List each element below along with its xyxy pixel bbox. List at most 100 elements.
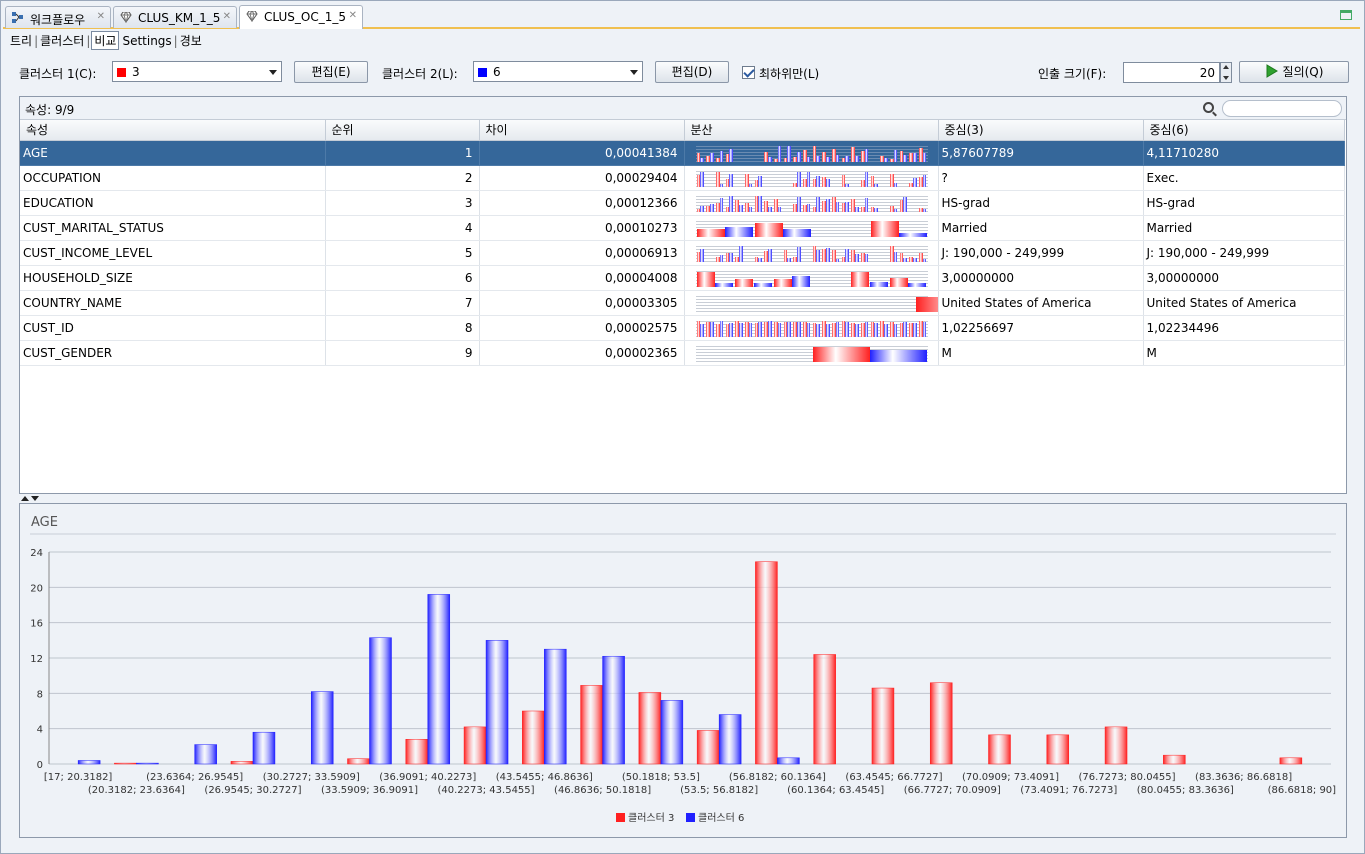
sparkline-bar	[715, 323, 720, 337]
x-tick-label: (80.0455; 83.3636]	[1137, 785, 1234, 796]
table-row[interactable]: AGE 1 0,00041384 5,87607789 4,11710280	[20, 140, 1345, 166]
tab-clus-oc[interactable]: CLUS_OC_1_5 ✕	[239, 5, 363, 29]
bar-cluster3[interactable]	[230, 761, 254, 765]
bar-cluster3[interactable]	[638, 692, 662, 765]
edit2-button[interactable]: 편집(D)	[655, 61, 729, 83]
bar-cluster6[interactable]	[544, 648, 567, 765]
sparkline-bar	[768, 248, 772, 262]
subtab-alert[interactable]: 경보	[179, 34, 202, 48]
bar-cluster3[interactable]	[1279, 757, 1303, 765]
tab-workflow[interactable]: 워크플로우 ✕	[5, 6, 111, 28]
sparkline-bar	[753, 282, 772, 287]
sparkline-bar	[725, 153, 730, 162]
sparkline-bar	[802, 178, 807, 187]
sparkline-bar	[744, 173, 749, 187]
sparkline-bar	[777, 322, 782, 337]
search-icon	[1203, 102, 1214, 113]
sparkline-bar	[797, 246, 801, 262]
distribution-sparkline-cell	[684, 290, 939, 316]
bar-cluster6[interactable]	[136, 762, 159, 765]
bar-cluster6[interactable]	[194, 744, 217, 765]
sparkline-bar	[793, 203, 797, 212]
bar-cluster3[interactable]	[755, 561, 778, 765]
bar-cluster3[interactable]	[522, 710, 545, 765]
column-header[interactable]: 차이	[479, 120, 685, 141]
cluster1-select[interactable]: 3	[112, 61, 282, 82]
bar-cluster3[interactable]	[1104, 726, 1128, 765]
column-header[interactable]: 순위	[325, 120, 480, 141]
subtab-compare[interactable]: 비교	[91, 31, 120, 50]
sparkline-bar	[816, 323, 821, 337]
distribution-sparkline	[695, 318, 928, 338]
cluster2-select[interactable]: 6	[473, 61, 643, 82]
diamond-model-icon	[120, 12, 132, 23]
table-row[interactable]: EDUCATION 3 0,00012366 HS-grad HS-grad	[20, 190, 1345, 216]
edit1-button[interactable]: 편집(E)	[294, 61, 368, 83]
x-tick-label: (60.1364; 63.4545]	[787, 785, 884, 796]
sparkline-bar	[710, 321, 714, 337]
fetch-size-stepper[interactable]	[1220, 62, 1232, 83]
table-row[interactable]: CUST_INCOME_LEVEL 5 0,00006913 J: 190,000 -…	[20, 240, 1345, 266]
tab-label: CLUS_OC_1_5	[264, 10, 346, 24]
bar-cluster6[interactable]	[77, 760, 101, 765]
bar-cluster3[interactable]	[405, 739, 429, 765]
sparkline-bar	[715, 157, 720, 162]
sparkline-bar	[826, 247, 830, 262]
table-row[interactable]: COUNTRY_NAME 7 0,00003305 United States of …	[20, 290, 1345, 316]
column-header[interactable]: 속성	[20, 120, 326, 141]
collapse-up-icon[interactable]	[21, 496, 29, 501]
sparkline-bar	[710, 152, 714, 162]
bar-cluster6[interactable]	[427, 594, 451, 765]
table-row[interactable]: CUST_MARITAL_STATUS 4 0,00010273 Married Mar…	[20, 215, 1345, 241]
centroid-6-cell: Exec.	[1143, 165, 1345, 191]
table-row[interactable]: CUST_GENDER 9 0,00002365 M M	[20, 340, 1345, 366]
query-button[interactable]: 질의(Q)	[1239, 61, 1349, 83]
bar-cluster3[interactable]	[580, 685, 603, 765]
distribution-sparkline-cell	[684, 215, 939, 241]
panel-splitter[interactable]	[19, 496, 1347, 502]
sparkline-bar	[851, 198, 855, 212]
subtab-tree[interactable]: 트리	[10, 34, 33, 48]
bar-cluster3[interactable]	[696, 730, 720, 765]
bar-cluster3[interactable]	[988, 734, 1011, 765]
bar-cluster3[interactable]	[871, 687, 895, 765]
table-row[interactable]: CUST_ID 8 0,00002575 1,02256697 1,02234496	[20, 315, 1345, 341]
close-icon[interactable]: ✕	[96, 11, 105, 22]
filter-input[interactable]	[1203, 100, 1342, 117]
bar-cluster3[interactable]	[813, 654, 836, 765]
bar-cluster3[interactable]	[347, 758, 370, 765]
bar-cluster6[interactable]	[369, 637, 392, 765]
table-row[interactable]: OCCUPATION 2 0,00029404? Exec.	[20, 165, 1345, 191]
bar-cluster6[interactable]	[602, 655, 625, 765]
topmost-only-checkbox[interactable]	[742, 66, 755, 79]
close-icon[interactable]: ✕	[222, 11, 231, 22]
subtab-cluster[interactable]: 클러스터	[40, 34, 85, 48]
column-header[interactable]: 중심(6)	[1143, 120, 1345, 141]
bar-cluster3[interactable]	[463, 726, 487, 765]
sparkline-bar	[715, 171, 720, 187]
subtab-settings[interactable]: Settings	[122, 34, 172, 48]
column-header[interactable]: 중심(3)	[938, 120, 1144, 141]
bar-cluster6[interactable]	[777, 757, 800, 765]
tab-clus-km[interactable]: CLUS_KM_1_5 ✕	[113, 6, 237, 28]
collapse-down-icon[interactable]	[31, 496, 39, 501]
bar-cluster6[interactable]	[485, 640, 509, 765]
column-header[interactable]: 분산	[684, 120, 939, 141]
bar-cluster6[interactable]	[310, 691, 334, 765]
bar-cluster6[interactable]	[252, 731, 276, 765]
rank-cell: 4	[325, 215, 480, 241]
sparkline-bar	[787, 145, 792, 162]
distribution-sparkline-cell	[684, 265, 939, 291]
bar-cluster6[interactable]	[660, 700, 684, 765]
bar-cluster3[interactable]	[114, 762, 137, 765]
bar-cluster6[interactable]	[718, 714, 742, 765]
bar-cluster3[interactable]	[929, 682, 953, 765]
fetch-size-input[interactable]: 20	[1123, 62, 1220, 83]
bar-cluster3[interactable]	[1163, 754, 1186, 765]
bar-cluster3[interactable]	[1046, 734, 1070, 765]
maximize-icon[interactable]	[1340, 10, 1352, 20]
table-row[interactable]: HOUSEHOLD_SIZE 6 0,00004008 3,00000000 3,000…	[20, 265, 1345, 291]
sparkline-bar	[909, 322, 913, 337]
close-icon[interactable]: ✕	[348, 10, 357, 21]
sparkline-bar	[822, 248, 826, 262]
